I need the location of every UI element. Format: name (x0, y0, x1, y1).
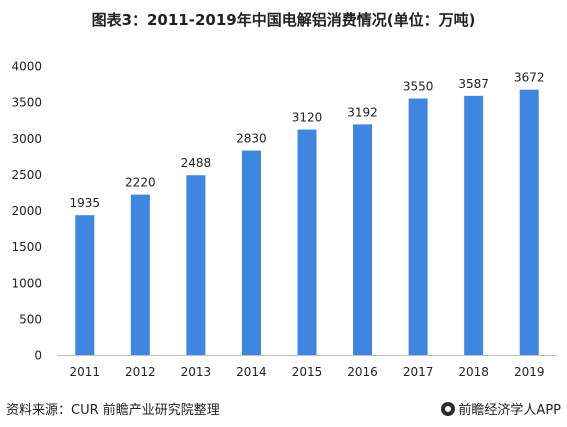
data-labels: 1935 2220 2488 2830 3120 3192 3550 3587 3672 (70, 71, 545, 210)
x-tick-label: 2014 (236, 365, 267, 379)
bar-2011 (75, 215, 95, 355)
y-tick-label: 4000 (11, 60, 42, 74)
x-tick-label: 2017 (403, 365, 434, 379)
bar-2017 (408, 98, 428, 355)
y-tick-label: 3500 (11, 96, 42, 110)
bar-value-label: 1935 (70, 196, 101, 210)
x-tick-label: 2011 (70, 365, 101, 379)
chart-title: 图表3：2011-2019年中国电解铝消费情况(单位：万吨) (91, 11, 476, 29)
bar-value-label: 2220 (125, 176, 156, 190)
bar-2019 (519, 89, 539, 355)
bar-2018 (464, 95, 484, 356)
y-tick-label: 1000 (11, 276, 42, 290)
x-tick-label: 2013 (181, 365, 212, 379)
bar-value-label: 3120 (292, 111, 323, 125)
bar-value-label: 3672 (514, 71, 545, 85)
x-tick-label: 2015 (292, 365, 323, 379)
x-tick-label: 2016 (347, 365, 378, 379)
bar-2013 (186, 175, 206, 355)
bar-value-label: 3192 (347, 105, 378, 119)
y-tick-label: 500 (19, 312, 42, 326)
bar-value-label: 3587 (458, 77, 489, 91)
brand-label: 前瞻经济学人APP (458, 403, 561, 418)
y-axis-tick-labels: 0 500 1000 1500 2000 2500 3000 3500 4000 (11, 60, 42, 363)
y-tick-label: 2500 (11, 168, 42, 182)
bar-value-label: 2830 (236, 132, 267, 146)
bar-value-label: 2488 (181, 156, 212, 170)
source-note: 资料来源：CUR 前瞻产业研究院整理 (6, 403, 220, 418)
y-tick-label: 3000 (11, 132, 42, 146)
bar-value-label: 3550 (403, 80, 434, 94)
bar-2015 (297, 129, 317, 355)
x-tick-label: 2018 (458, 365, 489, 379)
bar-series (75, 89, 539, 356)
y-tick-label: 2000 (11, 204, 42, 218)
x-tick-label: 2012 (125, 365, 156, 379)
x-axis-tick-labels: 2011 2012 2013 2014 2015 2016 2017 2018 2019 (70, 365, 545, 379)
bar-2016 (353, 124, 373, 356)
brand-mark: 前瞻经济学人APP (441, 399, 561, 418)
y-tick-label: 1500 (11, 240, 42, 254)
y-tick-label: 0 (34, 349, 42, 363)
bar-2012 (130, 194, 150, 355)
brand-logo-icon (441, 401, 456, 416)
x-tick-label: 2019 (514, 365, 545, 379)
bar-2014 (241, 150, 261, 355)
